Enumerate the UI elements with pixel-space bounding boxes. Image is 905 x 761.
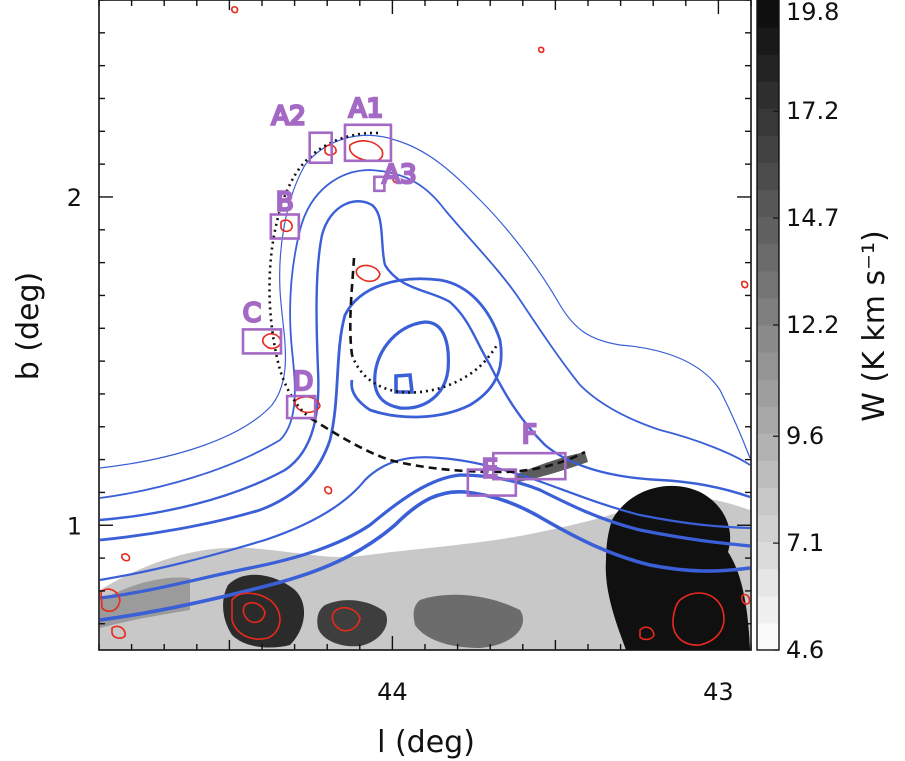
dotted-arc-inner [350, 344, 499, 394]
colorbar-tick-label: 12.2 [786, 311, 839, 339]
colorbar-step [757, 0, 779, 28]
cloud-north [355, 264, 381, 283]
cloud-d [294, 396, 321, 414]
cloud-small-2 [324, 486, 333, 495]
region-box-a2 [308, 131, 333, 165]
colorbar-step [757, 216, 779, 245]
colorbar-label: W (K km s⁻¹) [857, 230, 892, 421]
cloud-small-5 [741, 593, 751, 605]
colorbar-tick-label: 9.6 [786, 422, 824, 450]
contour-level-3 [99, 200, 751, 522]
region-box-a1 [343, 123, 393, 163]
cloud-right-bottom [672, 592, 725, 646]
colorbar-step [757, 162, 779, 191]
cloud-a3 [392, 174, 400, 184]
colorbar-step [757, 514, 779, 543]
colorbar-step [757, 352, 779, 380]
region-box-e [466, 468, 518, 497]
contour-level-8 [99, 489, 751, 622]
contour-level-1 [99, 134, 751, 469]
colorbar-step [757, 595, 779, 624]
contour-set [99, 134, 751, 622]
colorbar-step [757, 487, 779, 516]
region-label-d: D [293, 367, 313, 397]
cloud-left-bottom-inner [242, 602, 266, 624]
x-tick-label: 43 [703, 678, 734, 706]
contour-level-6 [394, 373, 415, 394]
y-tick-label: 1 [67, 512, 82, 540]
cloud-mid-bottom [331, 606, 361, 632]
colorbar-step [757, 108, 779, 136]
colorbar-tick-label: 19.8 [786, 0, 839, 26]
region-box-c [241, 328, 283, 355]
region-label-b: B [276, 188, 294, 218]
x-axis-label: l (deg) [377, 725, 475, 760]
cloud-b [280, 219, 293, 233]
y-axis-label: b (deg) [11, 272, 46, 381]
contour-level-7 [99, 473, 751, 600]
cloud-a2 [324, 144, 337, 156]
colorbar-tick-label: 17.2 [786, 97, 839, 125]
region-label-a3: A3 [382, 160, 416, 190]
colorbar-step [757, 325, 779, 353]
colorbar-step [757, 189, 779, 218]
colorbar-step [757, 27, 779, 55]
colorbar-tick-label: 14.7 [786, 204, 839, 232]
cloud-small-1 [537, 46, 545, 54]
shell-arcs [268, 131, 586, 474]
colorbar-step [757, 379, 779, 407]
emission-clump-center [413, 594, 524, 648]
cloud-small-3 [121, 553, 131, 562]
contour-level-5 [373, 320, 450, 410]
region-box-f [492, 451, 567, 481]
colorbar-step [757, 297, 779, 326]
region-label-a2: A2 [272, 102, 306, 132]
colorbar-step [757, 243, 779, 272]
dashed-arc-outer [309, 416, 586, 474]
cloud-c [261, 333, 282, 350]
colorbar-step [757, 433, 779, 461]
axes: 44 43 1 2 [67, 0, 752, 706]
cloud-left-edge-2 [111, 625, 126, 639]
x-tick-label: 44 [377, 678, 408, 706]
cloud-right-bottom-2 [639, 626, 655, 641]
region-label-f: F [522, 420, 537, 450]
colorbar-tick-label: 7.1 [786, 529, 824, 557]
colorbar: 19.8 17.2 14.7 12.2 9.6 7.1 4.6 [756, 0, 839, 664]
cloud-small-4 [741, 280, 749, 289]
region-box-b [269, 213, 301, 240]
region-label-a1: A1 [349, 94, 383, 124]
cloud-contours [100, 5, 751, 646]
colorbar-step [757, 568, 779, 597]
colorbar-step [757, 541, 779, 570]
region-label-c: C [243, 298, 261, 328]
colorbar-step [757, 406, 779, 434]
cloud-left-edge [100, 588, 121, 613]
colorbar-step [757, 135, 779, 163]
colorbar-step [757, 54, 779, 82]
cloud-left-bottom [231, 592, 281, 640]
contour-level-9 [99, 456, 751, 582]
contour-level-4 [99, 277, 503, 542]
region-box-a3 [373, 175, 386, 193]
dotted-arc-outer [268, 131, 379, 420]
colorbar-tick-label: 4.6 [786, 636, 824, 664]
region-box-d [285, 394, 317, 420]
colorbar-step [757, 270, 779, 299]
colorbar-step [757, 460, 779, 488]
y-tick-label: 2 [67, 184, 82, 212]
contour-level-2 [99, 169, 751, 499]
cloud-top [231, 5, 239, 14]
colorbar-step [757, 622, 779, 651]
colorbar-step [757, 81, 779, 109]
